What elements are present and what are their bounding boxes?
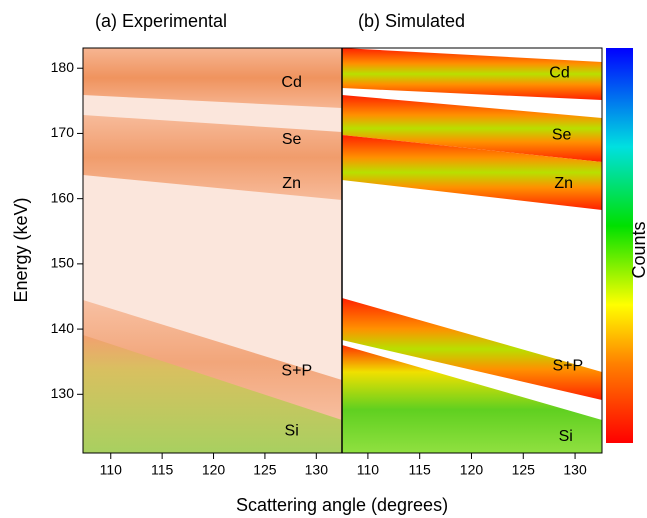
x-tick-label: 130 xyxy=(305,462,329,478)
y-tick-label: 160 xyxy=(51,189,75,205)
y-tick-label: 180 xyxy=(51,59,75,75)
y-tick-label: 170 xyxy=(51,124,75,140)
panel-b-image xyxy=(342,48,602,453)
colorbar xyxy=(606,48,633,443)
annotation: Se xyxy=(282,131,302,148)
annotation: Zn xyxy=(282,175,301,192)
x-tick-label: 130 xyxy=(563,462,587,478)
colorbar-label: Counts xyxy=(629,221,647,278)
annotation: Si xyxy=(559,428,573,445)
x-axis-label: Scattering angle (degrees) xyxy=(236,495,448,515)
annotation: Cd xyxy=(549,65,569,82)
x-tick-label: 120 xyxy=(460,462,484,478)
x-tick-label: 115 xyxy=(409,462,432,478)
x-tick-label: 120 xyxy=(202,462,226,478)
x-tick-label: 115 xyxy=(151,462,174,478)
annotation: Zn xyxy=(554,175,573,192)
x-tick-label: 125 xyxy=(512,462,536,478)
x-tick-label: 110 xyxy=(357,462,380,478)
annotation: Si xyxy=(285,423,299,440)
y-tick-label: 140 xyxy=(51,320,75,336)
annotation: S+P xyxy=(281,363,312,380)
x-tick-label: 125 xyxy=(253,462,277,478)
panel-title: (b) Simulated xyxy=(358,11,465,31)
annotation: Cd xyxy=(281,74,301,91)
annotation: Se xyxy=(552,127,572,144)
y-tick-label: 130 xyxy=(51,385,75,401)
y-tick-label: 150 xyxy=(51,255,75,271)
panel-title: (a) Experimental xyxy=(95,11,227,31)
panel-a-image xyxy=(83,48,342,453)
x-tick-label: 110 xyxy=(100,462,123,478)
annotation: S+P xyxy=(552,357,583,374)
y-axis-label: Energy (keV) xyxy=(11,197,31,302)
